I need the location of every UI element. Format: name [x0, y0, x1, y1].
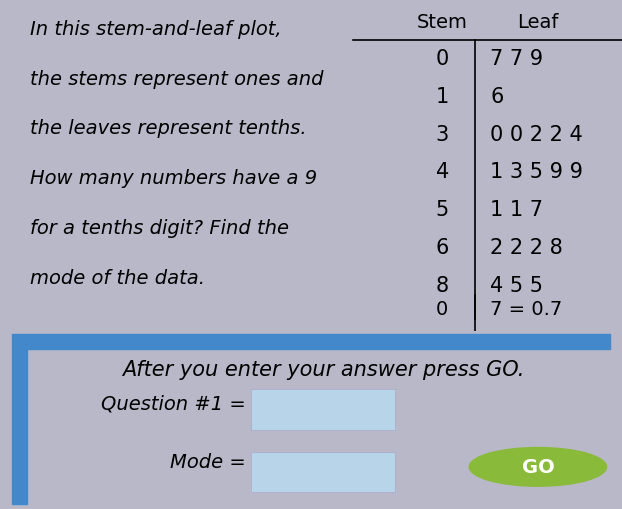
Text: GO: GO [521, 458, 554, 476]
Text: mode of the data.: mode of the data. [30, 268, 205, 287]
Text: 3: 3 [436, 124, 449, 144]
Text: 5: 5 [436, 200, 449, 220]
Text: 0: 0 [436, 49, 449, 69]
Text: 4 5 5: 4 5 5 [490, 276, 543, 296]
Text: 6: 6 [490, 87, 504, 106]
Text: 6: 6 [435, 238, 449, 258]
Bar [12, 334, 610, 349]
Text: 2 2 2 8: 2 2 2 8 [490, 238, 563, 258]
Text: 0: 0 [436, 299, 448, 318]
Text: 0 0 2 2 4: 0 0 2 2 4 [490, 124, 583, 144]
Text: After you enter your answer press GO.: After you enter your answer press GO. [122, 359, 524, 379]
Text: 1 3 5 9 9: 1 3 5 9 9 [490, 162, 583, 182]
Text: 7 7 9: 7 7 9 [490, 49, 543, 69]
FancyBboxPatch shape [251, 390, 394, 430]
Circle shape [469, 447, 606, 486]
Text: for a tenths digit? Find the: for a tenths digit? Find the [30, 219, 289, 238]
Text: 4: 4 [436, 162, 449, 182]
Text: 1 1 7: 1 1 7 [490, 200, 543, 220]
Text: How many numbers have a 9: How many numbers have a 9 [30, 169, 317, 188]
Text: Stem: Stem [417, 13, 468, 33]
Text: 8: 8 [436, 276, 449, 296]
Text: the leaves represent tenths.: the leaves represent tenths. [30, 119, 307, 138]
Text: 7 = 0.7: 7 = 0.7 [490, 299, 562, 318]
Text: the stems represent ones and: the stems represent ones and [30, 70, 324, 89]
Text: 1: 1 [436, 87, 449, 106]
FancyBboxPatch shape [251, 452, 394, 492]
Text: In this stem-and-leaf plot,: In this stem-and-leaf plot, [30, 20, 282, 39]
Text: Leaf: Leaf [518, 13, 559, 33]
Bar [12, 349, 27, 504]
Text: Question #1 =: Question #1 = [101, 393, 245, 413]
Text: Mode =: Mode = [170, 453, 245, 471]
